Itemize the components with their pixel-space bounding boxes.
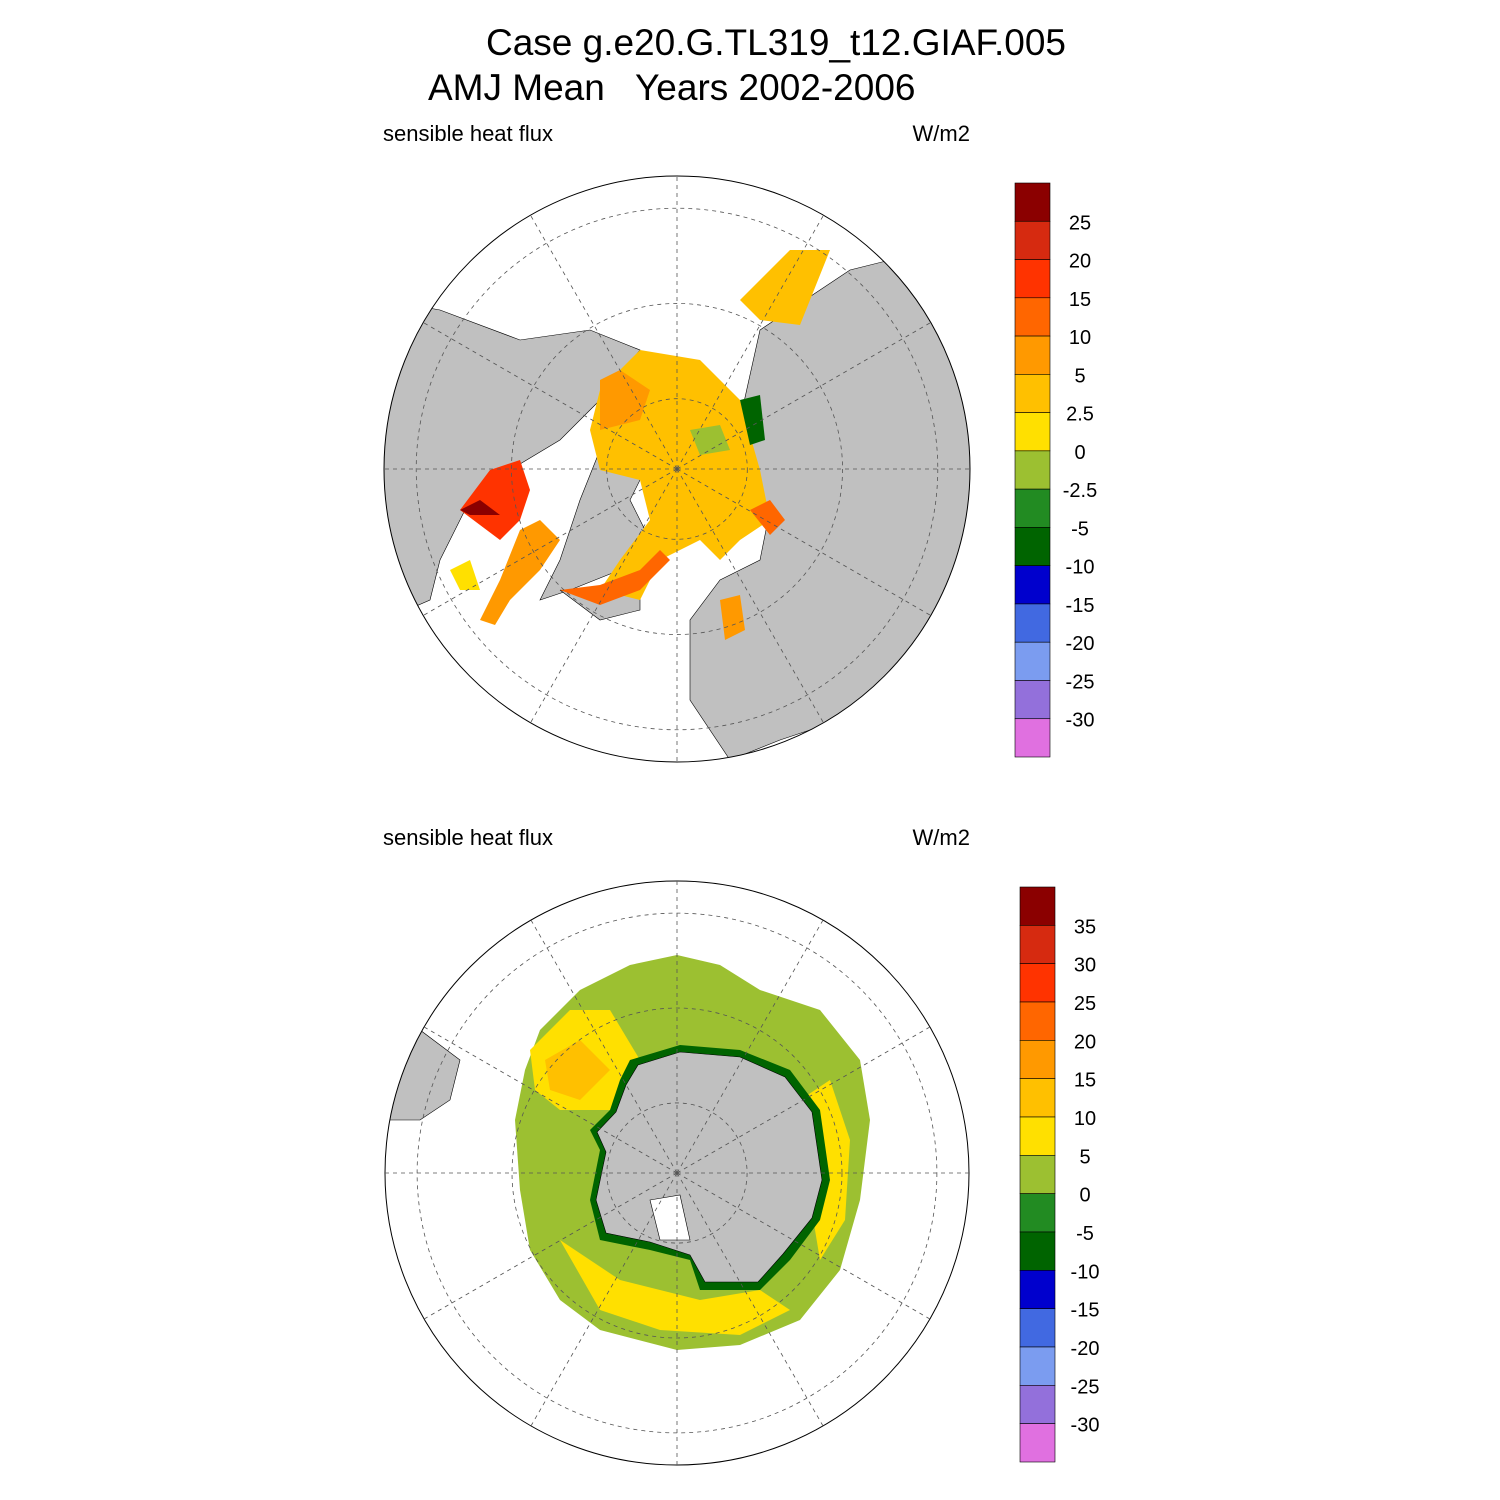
- graticule-meridian: [530, 215, 678, 470]
- south-map: [385, 955, 870, 1350]
- units-label: W/m2: [913, 121, 970, 146]
- graticule-meridian: [423, 322, 678, 470]
- colorbar-box: [1014, 259, 1051, 299]
- colorbar-box: [1019, 1116, 1056, 1156]
- colorbar-label: 0: [1074, 442, 1085, 464]
- panel-label: sensible heat flux: [383, 825, 553, 850]
- colorbar-label: -20: [1071, 1338, 1100, 1360]
- graticule-meridian: [676, 919, 824, 1174]
- graticule-meridian: [530, 919, 678, 1174]
- graticule-meridian: [676, 468, 931, 616]
- graticule-circle: [606, 398, 748, 540]
- colorbar-box: [1014, 374, 1051, 413]
- graticule-circle: [415, 207, 939, 731]
- colorbar-label: 5: [1074, 365, 1085, 387]
- colorbar-label: -30: [1066, 710, 1095, 732]
- colorbar-label: 2.5: [1066, 404, 1094, 426]
- colorbar-box: [1019, 886, 1056, 926]
- map-frame: [383, 175, 971, 763]
- colorbar-label: -5: [1071, 518, 1089, 540]
- colorbar-label: 30: [1074, 955, 1096, 977]
- colorbar-label: 5: [1079, 1146, 1090, 1168]
- colorbar-label: 20: [1074, 1031, 1096, 1053]
- graticule-meridian: [676, 322, 931, 470]
- graticule-meridian: [676, 215, 824, 470]
- colorbar-label: -25: [1071, 1376, 1100, 1398]
- title-line: AMJ Mean Years 2002-2006: [428, 67, 916, 108]
- title-line: Case g.e20.G.TL319_t12.GIAF.005: [486, 22, 1066, 63]
- colorbar-label: 15: [1074, 1070, 1096, 1092]
- graticule-circle: [511, 303, 843, 635]
- colorbar-label: -10: [1066, 557, 1095, 579]
- colorbar-box: [1014, 680, 1051, 720]
- colorbar-box: [1014, 603, 1051, 643]
- colorbar-label: 10: [1069, 327, 1091, 349]
- graticule-meridian: [530, 1172, 678, 1427]
- graticule-circle: [511, 1007, 843, 1339]
- colorbar-box: [1019, 1385, 1056, 1424]
- colorbar-box: [1014, 220, 1051, 260]
- graticule-meridian: [530, 468, 678, 723]
- colorbar-label: -15: [1066, 595, 1095, 617]
- graticule-meridian: [676, 1026, 931, 1174]
- colorbar-box: [1019, 1078, 1056, 1118]
- graticule-meridian: [676, 468, 824, 723]
- colorbar-label: -2.5: [1063, 480, 1097, 502]
- graticule-meridian: [676, 1172, 824, 1427]
- colorbar-box: [1014, 450, 1051, 490]
- colorbar-box: [1019, 1040, 1056, 1079]
- colorbar-box: [1019, 1346, 1056, 1386]
- colorbar-box: [1014, 297, 1051, 337]
- units-label: W/m2: [913, 825, 970, 850]
- colorbar-label: -25: [1066, 671, 1095, 693]
- colorbar-box: [1014, 527, 1051, 566]
- colorbar-box: [1019, 1193, 1056, 1233]
- colorbar-label: -10: [1071, 1261, 1100, 1283]
- colorbar-box: [1019, 1270, 1056, 1309]
- colorbar-box: [1019, 963, 1056, 1003]
- colorbar-label: 10: [1074, 1108, 1096, 1130]
- colorbar-label: -15: [1071, 1300, 1100, 1322]
- colorbar-label: 15: [1069, 289, 1091, 311]
- graticule-meridian: [423, 1026, 678, 1174]
- colorbar-label: -30: [1071, 1415, 1100, 1437]
- graticule-circle: [606, 1102, 748, 1244]
- colorbar-box: [1019, 1231, 1056, 1271]
- colorbar-box: [1019, 1155, 1056, 1194]
- colorbar-box: [1014, 641, 1051, 681]
- colorbar-box: [1014, 488, 1051, 528]
- panel-label: sensible heat flux: [383, 121, 553, 146]
- colorbar-box: [1019, 1308, 1056, 1348]
- colorbar-box: [1014, 182, 1051, 222]
- north-map: [384, 249, 970, 761]
- graticule-meridian: [676, 1172, 931, 1320]
- colorbar-label: -20: [1066, 633, 1095, 655]
- colorbar-box: [1014, 718, 1051, 758]
- colorbar-label: 25: [1069, 212, 1091, 234]
- colorbar-box: [1019, 1423, 1056, 1463]
- colorbar-label: 0: [1079, 1185, 1090, 1207]
- colorbar-box: [1019, 1001, 1056, 1041]
- graticule-meridian: [423, 1172, 678, 1320]
- colorbar-box: [1019, 925, 1056, 964]
- colorbar-label: -5: [1076, 1223, 1094, 1245]
- graticule-meridian: [423, 468, 678, 616]
- colorbar-box: [1014, 335, 1051, 375]
- colorbar-box: [1014, 565, 1051, 605]
- colorbar-label: 20: [1069, 251, 1091, 273]
- colorbar-label: 35: [1074, 916, 1096, 938]
- colorbar-box: [1014, 412, 1051, 452]
- colorbar-label: 25: [1074, 993, 1096, 1015]
